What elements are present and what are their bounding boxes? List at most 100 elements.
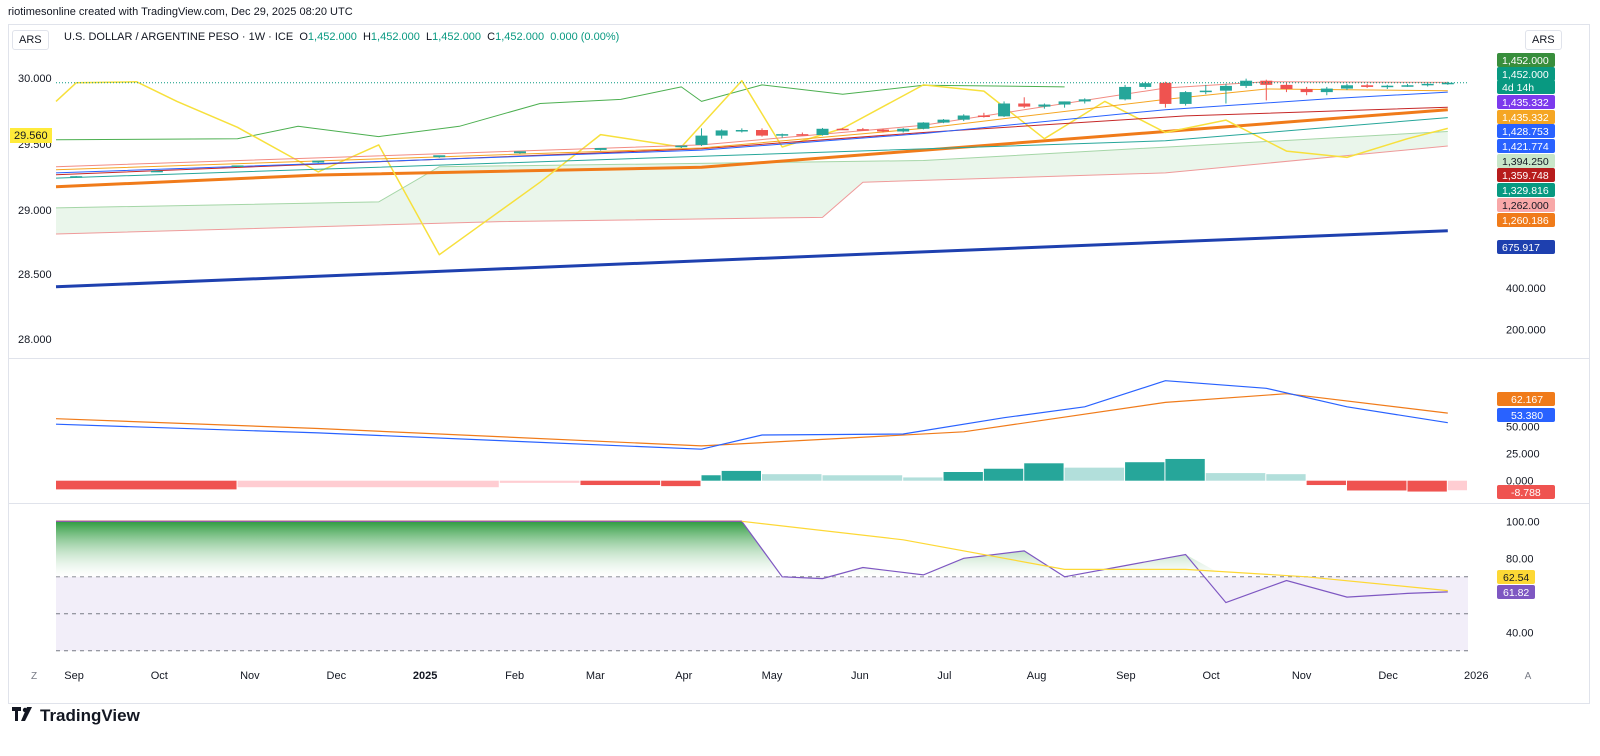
macd-histogram-bar <box>1064 467 1125 481</box>
right-axis-tick: 400.000 <box>1506 283 1546 295</box>
macd-histogram-bar <box>1407 480 1447 492</box>
candle-body <box>150 170 163 173</box>
candle-body <box>1260 80 1273 85</box>
rsi-label: 61.82 <box>1503 587 1529 599</box>
rsi-label: 62.54 <box>1503 572 1529 584</box>
candle-body <box>695 135 708 145</box>
rsi-axis-tick: 100.00 <box>1506 516 1540 528</box>
pane-separator[interactable] <box>8 503 1590 504</box>
candle-body <box>1441 82 1454 85</box>
macd-histogram-bar <box>56 480 237 490</box>
price-label-bg <box>1497 80 1555 94</box>
candle-body <box>998 103 1011 117</box>
candle-body <box>917 122 930 129</box>
tradingview-brand: TradingView <box>40 706 140 725</box>
macd-histogram-bar <box>1306 480 1346 486</box>
zoom-reset-button[interactable]: Z <box>30 671 38 682</box>
right-axis-tick: 200.000 <box>1506 324 1546 336</box>
candle-body <box>735 130 748 132</box>
x-axis-tick: Aug <box>1027 670 1047 682</box>
price-label-bg <box>1497 67 1555 81</box>
overlay-line-6 <box>55 88 1448 171</box>
candle-body <box>776 134 789 136</box>
price-label: 1,421.774 <box>1502 141 1549 153</box>
rsi-axis-tick: 40.00 <box>1506 627 1534 639</box>
candle-body <box>70 176 83 178</box>
candle-body <box>1401 85 1414 87</box>
ichimoku-cloud <box>56 131 1448 234</box>
macd-histogram-bar <box>580 480 661 486</box>
overlay-line-8 <box>55 117 1448 179</box>
price-label: 1,260.186 <box>1502 215 1549 227</box>
candle-body <box>231 165 244 167</box>
candle-body <box>1058 101 1071 105</box>
price-label-bg <box>1497 168 1555 182</box>
price-label: 1,329.816 <box>1502 185 1549 197</box>
rsi-label-bg <box>1497 570 1535 584</box>
candle-body <box>594 148 607 150</box>
macd-label: -8.788 <box>1511 487 1541 499</box>
candle-body <box>1159 82 1172 104</box>
candle-body <box>1038 104 1051 107</box>
pane-separator[interactable] <box>8 358 1590 359</box>
x-axis-tick: Jul <box>937 670 951 682</box>
x-axis-tick: Sep <box>64 670 84 682</box>
tradingview-logo: TradingView <box>12 706 140 726</box>
x-axis-tick: Sep <box>1116 670 1136 682</box>
x-axis-tick: 2025 <box>413 670 437 682</box>
candle-body <box>1018 103 1031 107</box>
x-axis-tick: Oct <box>1203 670 1220 682</box>
right-currency-button[interactable]: ARS <box>1525 30 1562 50</box>
x-axis-tick: Nov <box>1292 670 1312 682</box>
macd-histogram-bar <box>822 475 903 481</box>
candle-body <box>1240 80 1253 86</box>
macd-label-bg <box>1497 485 1555 499</box>
close-value: 1,452.000 <box>495 31 545 43</box>
candle-body <box>1361 85 1374 87</box>
price-label-bg <box>1497 110 1555 124</box>
macd-axis-tick: 50.000 <box>1506 421 1540 433</box>
macd-histogram-bar <box>1165 458 1205 481</box>
tradingview-logo-icon <box>12 706 34 726</box>
candle-body <box>1179 92 1192 104</box>
price-label-bg <box>1497 240 1555 254</box>
macd-label: 53.380 <box>1511 410 1543 422</box>
left-axis-tick: 28.500 <box>18 269 52 281</box>
rsi-axis-tick: 80.00 <box>1506 553 1534 565</box>
left-axis-tick: 30.000 <box>18 73 52 85</box>
left-currency-button[interactable]: ARS <box>12 30 49 50</box>
candle-body <box>856 129 869 131</box>
price-label: 1,428.753 <box>1502 126 1549 138</box>
auto-scale-button[interactable]: A <box>1524 671 1532 682</box>
x-axis-tick: Apr <box>675 670 692 682</box>
candle-body <box>977 115 990 118</box>
macd-label-bg <box>1497 408 1555 422</box>
price-label: 675.917 <box>1502 242 1540 254</box>
change-value: 0.000 (0.00%) <box>550 31 620 43</box>
candle-body <box>1219 85 1232 91</box>
low-value: 1,452.000 <box>432 31 482 43</box>
cloud-upper-edge <box>55 131 1448 209</box>
macd-label-bg <box>1497 392 1555 406</box>
candle-body <box>836 128 849 131</box>
low-label: L <box>425 31 433 43</box>
candle-body <box>756 130 768 136</box>
macd-histogram-bar <box>903 477 943 481</box>
candle-body <box>1280 84 1293 89</box>
macd-axis-tick: 0.000 <box>1506 476 1534 488</box>
left-axis-tick: 29.000 <box>18 205 52 217</box>
price-label-bg <box>1497 124 1555 138</box>
chart-frame <box>8 24 1590 704</box>
price-label: 1,435.332 <box>1502 112 1549 124</box>
candle-body <box>1340 85 1353 89</box>
macd-histogram-bar <box>499 480 580 483</box>
candle-body <box>816 128 829 135</box>
cloud-lower-edge <box>55 145 1448 235</box>
macd-histogram-bar <box>237 480 499 488</box>
macd-line-0 <box>55 393 1448 447</box>
candle-body <box>1119 86 1132 100</box>
price-label: 1,452.000 <box>1502 69 1549 81</box>
symbol-name: U.S. DOLLAR / ARGENTINE PESO · 1W · ICE <box>64 31 294 43</box>
price-label-bg <box>1497 213 1555 227</box>
